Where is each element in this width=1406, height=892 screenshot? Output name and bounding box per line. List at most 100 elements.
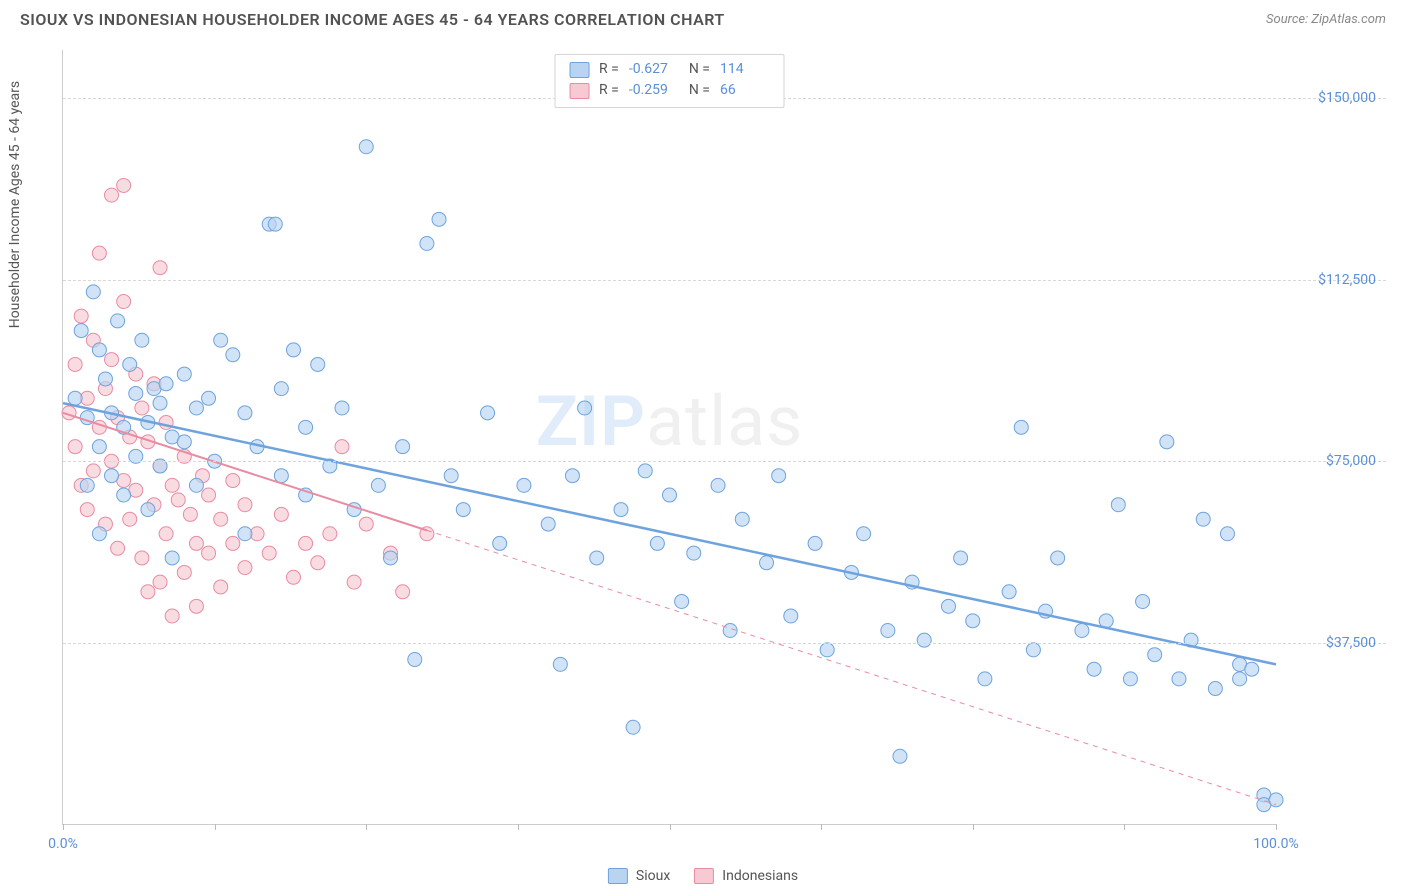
x-tick [518,824,519,830]
x-tick [973,824,974,830]
scatter-point [68,391,82,405]
scatter-point [202,546,216,560]
scatter-point [262,546,276,560]
scatter-point [954,551,968,565]
legend-swatch-sioux [608,868,628,884]
scatter-point [820,643,834,657]
scatter-point [420,237,434,251]
scatter-point [1111,498,1125,512]
scatter-point [238,406,252,420]
r-label: R = [599,59,619,80]
legend-item-sioux: Sioux [608,868,670,884]
scatter-point [68,357,82,371]
scatter-point [214,333,228,347]
scatter-point [881,624,895,638]
scatter-point [978,672,992,686]
scatter-point [189,599,203,613]
scatter-point [335,401,349,415]
scatter-point [80,503,94,517]
scatter-point [481,406,495,420]
scatter-point [214,580,228,594]
scatter-point [98,372,112,386]
plot-region: ZIPatlas R = -0.627 N = 114 R = -0.259 N… [62,50,1276,825]
scatter-point [638,464,652,478]
scatter-point [784,609,798,623]
scatter-point [578,401,592,415]
scatter-point [396,440,410,454]
scatter-point [456,503,470,517]
scatter-point [590,551,604,565]
source-label: Source: ZipAtlas.com [1266,12,1386,27]
scatter-point [311,357,325,371]
scatter-point [299,536,313,550]
y-tick-label: $75,000 [1286,453,1376,469]
scatter-point [650,536,664,550]
scatter-point [129,386,143,400]
scatter-point [165,478,179,492]
scatter-point [444,469,458,483]
scatter-point [268,217,282,231]
scatter-point [1196,512,1210,526]
scatter-point [1014,420,1028,434]
scatter-point [735,512,749,526]
scatter-point [226,474,240,488]
y-tick-label: $112,500 [1286,272,1376,288]
scatter-point [687,546,701,560]
scatter-point [202,488,216,502]
legend-item-indonesians: Indonesians [694,868,798,884]
legend-swatch-indonesians [694,868,714,884]
scatter-point [68,440,82,454]
x-tick-label: 100.0% [1253,836,1298,852]
scatter-point [111,541,125,555]
legend-label-sioux: Sioux [636,868,670,884]
scatter-point [80,478,94,492]
scatter-point [111,314,125,328]
scatter-point [135,333,149,347]
n-label: N = [689,59,710,80]
scatter-point [675,594,689,608]
scatter-point [1233,672,1247,686]
scatter-point [893,749,907,763]
scatter-point [1087,662,1101,676]
scatter-point [159,527,173,541]
scatter-point [359,517,373,531]
r-value-indonesians: -0.259 [629,80,679,101]
scatter-point [74,309,88,323]
scatter-point [808,536,822,550]
scatter-point [1123,672,1137,686]
scatter-point [1208,682,1222,696]
scatter-point [299,420,313,434]
scatter-point [123,357,137,371]
scatter-point [86,285,100,299]
scatter-point [226,348,240,362]
scatter-point [384,551,398,565]
scatter-point [517,478,531,492]
scatter-point [1026,643,1040,657]
scatter-point [1075,624,1089,638]
gridline-h [63,280,1386,281]
x-tick [1124,824,1125,830]
scatter-point [189,401,203,415]
scatter-point [408,653,422,667]
scatter-point [177,435,191,449]
scatter-point [565,469,579,483]
scatter-point [74,324,88,338]
scatter-point [396,585,410,599]
legend-label-indonesians: Indonesians [722,868,798,884]
scatter-point [238,498,252,512]
scatter-point [189,478,203,492]
scatter-point [432,212,446,226]
chart-title: SIOUX VS INDONESIAN HOUSEHOLDER INCOME A… [20,10,725,29]
scatter-point [153,261,167,275]
scatter-point [311,556,325,570]
y-axis-label: Householder Income Ages 45 - 64 years [7,80,23,327]
scatter-point [335,440,349,454]
scatter-point [92,246,106,260]
scatter-point [966,614,980,628]
scatter-point [614,503,628,517]
n-label: N = [689,80,710,101]
scatter-point [92,343,106,357]
scatter-point [177,367,191,381]
scatter-point [286,570,300,584]
gridline-h [63,643,1386,644]
